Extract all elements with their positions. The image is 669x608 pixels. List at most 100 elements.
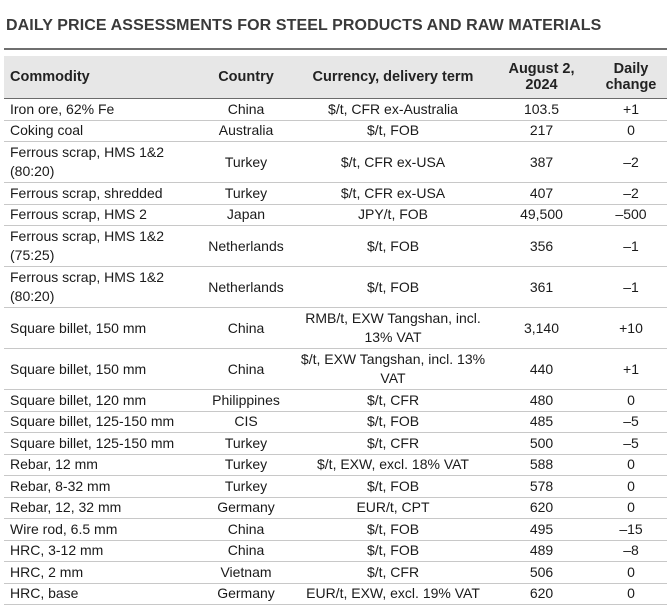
table-row: Ferrous scrap, HMS 2 Japan JPY/t, FOB 49…: [4, 204, 667, 226]
cell-currency: $/t, FOB: [298, 120, 488, 142]
cell-country: China: [194, 307, 298, 349]
cell-country: Turkey: [194, 432, 298, 455]
cell-price: 356: [488, 225, 595, 267]
cell-currency: $/t, CFR ex-USA: [298, 141, 488, 183]
cell-commodity: Square billet, 150 mm: [4, 348, 194, 390]
cell-currency: $/t, CFR ex-Australia: [298, 98, 488, 121]
cell-country: Germany: [194, 497, 298, 519]
cell-country: China: [194, 518, 298, 541]
cell-change: –500: [595, 204, 667, 226]
header-date: August 2, 2024: [488, 56, 595, 99]
cell-country: China: [194, 540, 298, 562]
cell-price: 49,500: [488, 204, 595, 226]
cell-country: Turkey: [194, 141, 298, 183]
table-row: Ferrous scrap, HMS 1&2 (80:20) Turkey $/…: [4, 141, 667, 183]
table-header-row: Commodity Country Currency, delivery ter…: [4, 56, 667, 99]
cell-country: Netherlands: [194, 266, 298, 308]
cell-commodity: HRC, 2 mm: [4, 561, 194, 584]
cell-change: –1: [595, 225, 667, 267]
cell-currency: $/t, EXW, excl. 18% VAT: [298, 454, 488, 476]
cell-price: 620: [488, 497, 595, 519]
table-row: Wire rod, 6.5 mm China $/t, FOB 495 –15: [4, 518, 667, 541]
cell-change: –8: [595, 540, 667, 562]
cell-commodity: Ferrous scrap, HMS 1&2 (80:20): [4, 141, 194, 183]
cell-country: Germany: [194, 583, 298, 605]
cell-price: 440: [488, 348, 595, 390]
header-daily-change: Daily change: [595, 56, 667, 99]
cell-change: –2: [595, 141, 667, 183]
cell-commodity: Ferrous scrap, HMS 2: [4, 204, 194, 226]
cell-commodity: Square billet, 150 mm: [4, 307, 194, 349]
cell-price: 489: [488, 540, 595, 562]
table-row: Square billet, 120 mm Philippines $/t, C…: [4, 389, 667, 412]
table-row: Square billet, 150 mm China RMB/t, EXW T…: [4, 307, 667, 349]
cell-change: 0: [595, 561, 667, 584]
table-row: HRC, base Germany EUR/t, EXW, excl. 19% …: [4, 583, 667, 605]
cell-currency: $/t, CFR: [298, 432, 488, 455]
cell-currency: $/t, FOB: [298, 266, 488, 308]
cell-currency: $/t, FOB: [298, 540, 488, 562]
page-title: DAILY PRICE ASSESSMENTS FOR STEEL PRODUC…: [6, 17, 602, 34]
cell-currency: JPY/t, FOB: [298, 204, 488, 226]
table-row: Rebar, 12 mm Turkey $/t, EXW, excl. 18% …: [4, 454, 667, 476]
cell-price: 217: [488, 120, 595, 142]
cell-commodity: HRC, 3-12 mm: [4, 540, 194, 562]
cell-currency: $/t, FOB: [298, 518, 488, 541]
cell-price: 407: [488, 182, 595, 205]
cell-currency: $/t, CFR: [298, 389, 488, 412]
cell-commodity: Ferrous scrap, shredded: [4, 182, 194, 205]
cell-change: 0: [595, 454, 667, 476]
cell-commodity: Rebar, 8-32 mm: [4, 475, 194, 498]
cell-price: 485: [488, 411, 595, 433]
cell-commodity: Square billet, 120 mm: [4, 389, 194, 412]
header-currency: Currency, delivery term: [298, 56, 488, 99]
cell-change: +1: [595, 348, 667, 390]
cell-change: –5: [595, 432, 667, 455]
table-row: HRC, 2 mm Vietnam $/t, CFR 506 0: [4, 561, 667, 584]
cell-commodity: Square billet, 125-150 mm: [4, 432, 194, 455]
cell-change: 0: [595, 583, 667, 605]
cell-change: 0: [595, 120, 667, 142]
cell-country: Philippines: [194, 389, 298, 412]
cell-change: –1: [595, 266, 667, 308]
cell-country: Turkey: [194, 454, 298, 476]
cell-price: 495: [488, 518, 595, 541]
cell-country: Turkey: [194, 182, 298, 205]
cell-price: 103.5: [488, 98, 595, 121]
cell-price: 620: [488, 583, 595, 605]
cell-commodity: Wire rod, 6.5 mm: [4, 518, 194, 541]
cell-change: +1: [595, 98, 667, 121]
table-row: Square billet, 125-150 mm CIS $/t, FOB 4…: [4, 411, 667, 433]
cell-change: –5: [595, 411, 667, 433]
cell-price: 588: [488, 454, 595, 476]
cell-country: CIS: [194, 411, 298, 433]
cell-commodity: Rebar, 12, 32 mm: [4, 497, 194, 519]
table-row: HRC, 3-12 mm China $/t, FOB 489 –8: [4, 540, 667, 562]
cell-country: Japan: [194, 204, 298, 226]
cell-commodity: Ferrous scrap, HMS 1&2 (80:20): [4, 266, 194, 308]
cell-change: –15: [595, 518, 667, 541]
cell-price: 3,140: [488, 307, 595, 349]
cell-currency: RMB/t, EXW Tangshan, incl. 13% VAT: [298, 307, 488, 349]
cell-country: Vietnam: [194, 561, 298, 584]
header-country: Country: [194, 56, 298, 99]
cell-commodity: Square billet, 125-150 mm: [4, 411, 194, 433]
header-commodity: Commodity: [4, 56, 194, 99]
table-row: Ferrous scrap, shredded Turkey $/t, CFR …: [4, 182, 667, 205]
cell-currency: $/t, CFR: [298, 561, 488, 584]
cell-commodity: Coking coal: [4, 120, 194, 142]
cell-price: 480: [488, 389, 595, 412]
cell-commodity: Ferrous scrap, HMS 1&2 (75:25): [4, 225, 194, 267]
cell-change: +10: [595, 307, 667, 349]
cell-currency: $/t, FOB: [298, 225, 488, 267]
cell-currency: $/t, EXW Tangshan, incl. 13% VAT: [298, 348, 488, 390]
cell-currency: EUR/t, CPT: [298, 497, 488, 519]
cell-country: Turkey: [194, 475, 298, 498]
cell-currency: $/t, FOB: [298, 475, 488, 498]
cell-change: 0: [595, 475, 667, 498]
price-table: Commodity Country Currency, delivery ter…: [4, 56, 667, 605]
table-row: Rebar, 8-32 mm Turkey $/t, FOB 578 0: [4, 475, 667, 498]
header-date-line1: August 2,: [508, 61, 575, 77]
cell-commodity: Rebar, 12 mm: [4, 454, 194, 476]
header-change-line2: change: [605, 77, 657, 93]
